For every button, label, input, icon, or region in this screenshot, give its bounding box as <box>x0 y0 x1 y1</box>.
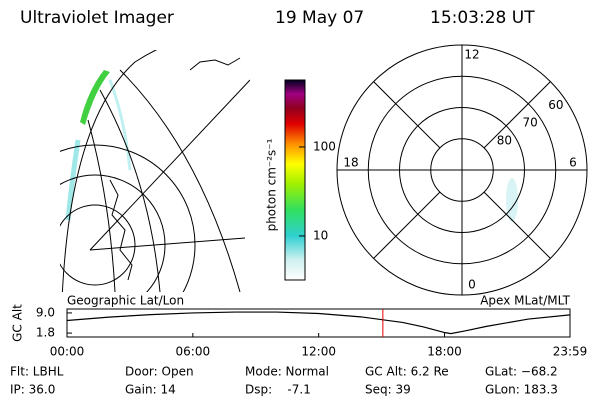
polar-lat-label: 60 <box>548 98 563 112</box>
polar-hour-label: 0 <box>468 278 476 292</box>
polar-lat-circle <box>399 107 525 233</box>
colorbar-tick-label: 100 <box>313 139 336 153</box>
status-field: GLat: −68.2 <box>485 365 558 379</box>
polar-lat-label: 80 <box>497 133 512 147</box>
colorbar-label: photon cm⁻²s⁻¹ <box>265 138 279 231</box>
colorbar <box>285 80 305 280</box>
geo-map <box>60 50 250 292</box>
altitude-line <box>66 311 570 335</box>
map-grid <box>87 119 116 292</box>
x-tick-label: 00:00 <box>50 345 85 359</box>
polar-hour-label: 6 <box>569 156 577 170</box>
map-grid <box>89 79 250 251</box>
right-panel-label: Apex MLat/MLT <box>480 294 570 308</box>
map-grid <box>60 204 136 286</box>
date: 19 May 07 <box>275 8 364 28</box>
aurora-band <box>80 70 110 125</box>
colorbar-frame <box>284 79 306 281</box>
status-field: Seq: 39 <box>365 383 411 397</box>
polar-hour-label: 18 <box>343 156 358 170</box>
map-grid <box>89 237 246 251</box>
y-axis-label: GC Alt <box>11 304 25 342</box>
y-tick-label: 9.0 <box>36 305 55 319</box>
polar-spoke <box>483 81 551 149</box>
status-field: GC Alt: 6.2 Re <box>365 365 449 379</box>
y-tick-label: 1.8 <box>36 326 55 340</box>
map-grid <box>99 89 161 292</box>
polar-spoke <box>373 81 441 149</box>
x-tick-label: 06:00 <box>176 345 211 359</box>
map-grid <box>60 144 196 292</box>
polar-spoke <box>483 191 551 259</box>
status-field: Gain: 14 <box>125 383 176 397</box>
status-field: GLon: 183.3 <box>485 383 558 397</box>
status-field: Dsp: -7.1 <box>245 383 311 397</box>
x-tick-label: 12:00 <box>301 345 336 359</box>
x-tick-label: 18:00 <box>427 345 462 359</box>
x-tick-label: 23:59 <box>553 345 588 359</box>
polar-lat-label: 70 <box>522 116 537 130</box>
polar-hour-label: 12 <box>464 48 479 62</box>
colorbar-tick-label: 10 <box>313 228 328 242</box>
status-field: Flt: LBHL <box>10 365 64 379</box>
aurora-faint <box>65 139 81 221</box>
status-field: IP: 36.0 <box>10 383 55 397</box>
left-panel-label: Geographic Lat/Lon <box>67 294 184 308</box>
map-grid <box>119 69 241 292</box>
status-field: Door: Open <box>125 365 194 379</box>
coastline <box>189 57 241 71</box>
polar-spoke <box>373 191 441 259</box>
polar-lat-circle <box>430 138 494 202</box>
title: Ultraviolet Imager <box>20 8 174 28</box>
time: 15:03:28 UT <box>430 8 535 28</box>
polar-lat-circle <box>367 75 557 265</box>
map-grid <box>60 174 166 292</box>
aurora-faint <box>108 79 132 171</box>
status-field: Mode: Normal <box>245 365 329 379</box>
coastline <box>109 179 133 281</box>
